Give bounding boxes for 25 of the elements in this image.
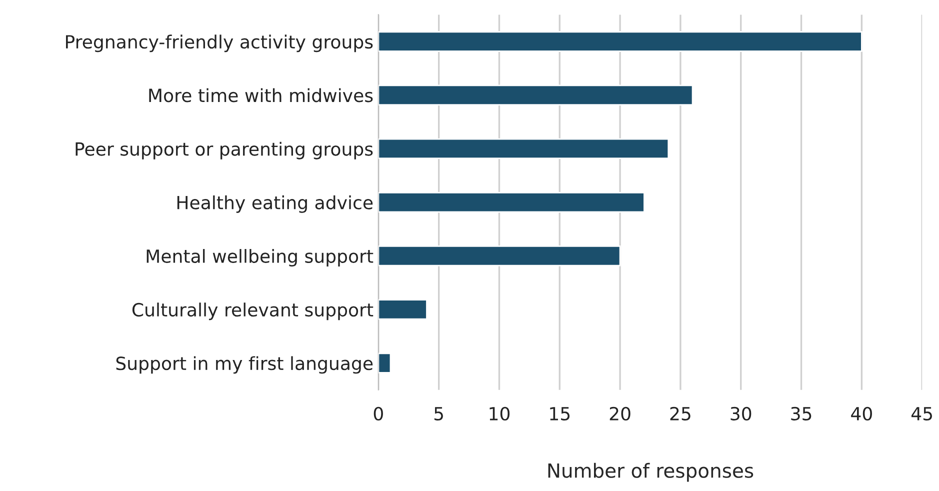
y-tick-label: Healthy eating advice: [177, 195, 373, 213]
bar: [378, 299, 428, 320]
x-tick-label: 15: [550, 407, 570, 420]
bar: [378, 246, 621, 266]
x-tick-label: 5: [434, 407, 443, 420]
y-tick-label: Pregnancy-friendly activity groups: [66, 34, 373, 52]
x-tick-label: 25: [670, 406, 690, 420]
x-tick-label: 45: [911, 407, 932, 420]
bar: [378, 31, 862, 52]
y-tick-label: Support in my first language: [116, 356, 373, 374]
x-tick-label: 10: [490, 406, 510, 420]
x-tick-label: 35: [791, 406, 812, 420]
x-tick-label: 30: [730, 406, 752, 420]
y-tick-label: Mental wellbeing support: [146, 249, 374, 266]
y-tick-label: Peer support or parenting groups: [76, 142, 373, 160]
y-tick-label: More time with midwives: [149, 88, 373, 102]
bar: [378, 192, 645, 213]
x-axis-title: Number of responses: [548, 462, 754, 482]
x-tick-label: 40: [851, 406, 872, 420]
bar: [378, 138, 670, 160]
bar: [378, 352, 392, 374]
bar: [378, 84, 694, 106]
x-tick-label: 20: [610, 406, 630, 420]
x-tick-label: 0: [374, 406, 383, 420]
y-tick-label: Culturally relevant support: [132, 302, 374, 320]
